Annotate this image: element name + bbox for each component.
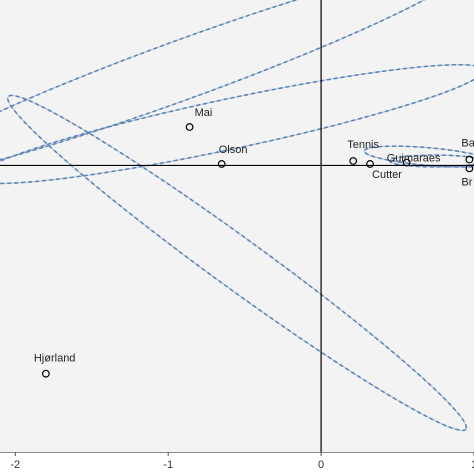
point-label-ba: Ba: [461, 138, 474, 150]
x-tick-label--2: -2: [10, 459, 20, 471]
x-tick-label-1: 1: [471, 459, 474, 471]
point-mai: [185, 123, 194, 131]
point-ba: [465, 155, 474, 164]
point-label-hj-rland: Hjørland: [34, 353, 76, 365]
point-label-guimaraes: Guimaraes: [387, 152, 441, 164]
point-br: [465, 164, 474, 173]
x-tick-label--1: -1: [163, 459, 173, 471]
point-label-br: Br: [461, 176, 472, 188]
point-olson: [217, 160, 226, 168]
point-guimaraes: [402, 158, 411, 167]
x-ticks: -2 -1 0 1: [10, 452, 474, 471]
ellipse-1: [0, 0, 472, 179]
point-label-tennis: Tennis: [347, 139, 379, 151]
point-tennis: [349, 157, 358, 165]
point-label-mai: Mai: [195, 107, 213, 119]
plot-background: [0, 0, 474, 452]
point-label-olson: Olson: [219, 144, 248, 156]
ellipse-5: [389, 154, 474, 168]
ellipse-3: [6, 94, 468, 432]
x-tick-label-0: 0: [318, 459, 324, 471]
point-cutter: [366, 160, 374, 168]
points-layer: Mai Olson Tennis Cutter Guimaraes Ba Br Hjørlan…: [34, 107, 474, 378]
ellipse-2: [0, 63, 474, 185]
point-label-cutter: Cutter: [372, 169, 402, 181]
point-hj-rland: [41, 369, 50, 378]
